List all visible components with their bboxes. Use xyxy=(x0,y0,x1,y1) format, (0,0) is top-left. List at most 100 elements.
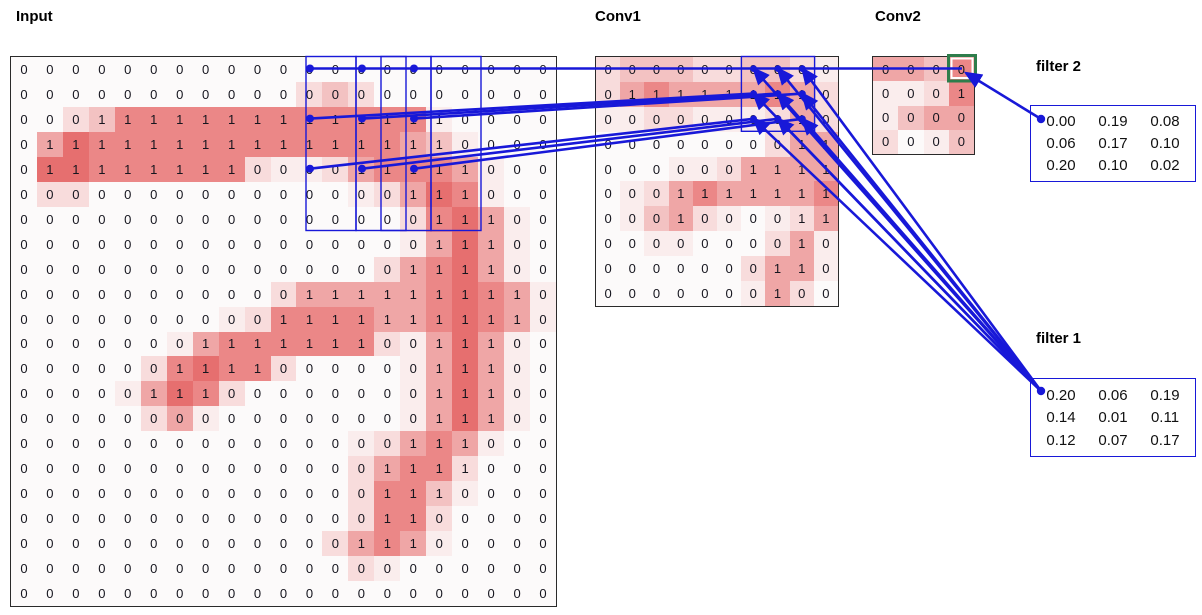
grid-cell: 0 xyxy=(813,106,838,132)
grid-cell: 1 xyxy=(478,306,505,332)
filter-value: 0.12 xyxy=(1046,431,1076,449)
grid-cell: 0 xyxy=(36,431,63,457)
grid-cell: 0 xyxy=(898,105,924,130)
grid-cell: 0 xyxy=(717,57,742,82)
filter-value: 0.02 xyxy=(1150,157,1180,174)
grid-cell: 0 xyxy=(62,57,89,82)
grid-cell: 1 xyxy=(426,431,453,457)
grid-cell: 1 xyxy=(374,156,401,182)
grid-cell: 0 xyxy=(36,581,63,606)
grid-cell: 0 xyxy=(620,156,645,182)
grid-cell: 0 xyxy=(530,156,556,182)
grid-cell: 0 xyxy=(270,57,297,82)
grid-cell: 0 xyxy=(296,57,323,82)
grid-cell: 1 xyxy=(296,281,323,307)
grid-cell: 0 xyxy=(166,306,193,332)
grid-cell: 0 xyxy=(114,456,141,482)
grid-cell: 0 xyxy=(400,81,427,107)
grid-cell: 0 xyxy=(140,256,167,282)
grid-cell: 0 xyxy=(322,231,349,257)
grid-cell: 0 xyxy=(504,356,531,382)
grid-cell: 0 xyxy=(322,456,349,482)
grid-cell: 0 xyxy=(644,156,669,182)
grid-cell: 0 xyxy=(530,131,556,157)
grid-cell: 1 xyxy=(192,381,219,407)
grid-cell: 0 xyxy=(400,406,427,432)
grid-cell: 0 xyxy=(62,106,89,132)
filter-value: 0.08 xyxy=(1150,113,1180,130)
grid-cell: 1 xyxy=(426,331,453,357)
grid-cell: 1 xyxy=(140,156,167,182)
grid-cell: 1 xyxy=(348,531,375,557)
grid-cell: 0 xyxy=(530,481,556,507)
grid-cell: 0 xyxy=(11,581,37,606)
grid-cell: 0 xyxy=(88,556,115,582)
grid-cell: 0 xyxy=(270,181,297,207)
grid-cell: 0 xyxy=(530,281,556,307)
filter-value: 0.17 xyxy=(1150,431,1180,449)
grid-cell: 0 xyxy=(374,206,401,232)
grid-cell: 0 xyxy=(62,481,89,507)
grid-cell: 0 xyxy=(114,181,141,207)
filter-value: 0.01 xyxy=(1098,409,1128,426)
grid-cell: 0 xyxy=(400,356,427,382)
grid-cell: 0 xyxy=(813,231,838,257)
grid-cell: 0 xyxy=(140,331,167,357)
grid-cell: 0 xyxy=(114,206,141,232)
grid-cell: 0 xyxy=(741,206,766,232)
grid-cell: 1 xyxy=(114,156,141,182)
grid-cell: 1 xyxy=(374,281,401,307)
grid-cell: 0 xyxy=(218,456,245,482)
grid-cell: 0 xyxy=(400,381,427,407)
grid-cell: 1 xyxy=(36,156,63,182)
grid-cell: 0 xyxy=(140,556,167,582)
grid-cell: 1 xyxy=(400,506,427,532)
input-title: Input xyxy=(16,8,53,25)
grid-cell: 0 xyxy=(717,106,742,132)
grid-cell: 1 xyxy=(244,106,271,132)
grid-cell: 1 xyxy=(813,156,838,182)
filter1-matrix: 0.20 0.06 0.19 0.14 0.01 0.11 0.12 0.07 0.17 xyxy=(1030,378,1196,457)
grid-cell: 1 xyxy=(322,131,349,157)
filter-value: 0.10 xyxy=(1150,135,1180,152)
conv1-title: Conv1 xyxy=(595,8,641,25)
grid-cell: 0 xyxy=(36,556,63,582)
grid-cell: 1 xyxy=(452,281,479,307)
grid-cell: 0 xyxy=(244,231,271,257)
filter-value: 0.06 xyxy=(1098,386,1128,404)
grid-cell: 0 xyxy=(88,581,115,606)
grid-cell: 0 xyxy=(644,106,669,132)
grid-cell: 0 xyxy=(741,281,766,306)
grid-cell: 1 xyxy=(765,156,790,182)
grid-cell: 0 xyxy=(348,81,375,107)
grid-cell: 1 xyxy=(789,106,814,132)
grid-cell: 0 xyxy=(192,57,219,82)
grid-cell: 1 xyxy=(348,306,375,332)
grid-cell: 0 xyxy=(478,181,505,207)
grid-cell: 0 xyxy=(166,256,193,282)
grid-cell: 0 xyxy=(644,131,669,157)
grid-cell: 0 xyxy=(192,531,219,557)
grid-cell: 0 xyxy=(741,256,766,282)
grid-cell: 0 xyxy=(948,105,974,130)
grid-cell: 1 xyxy=(88,131,115,157)
grid-cell: 0 xyxy=(322,81,349,107)
grid-cell: 0 xyxy=(36,206,63,232)
grid-cell: 0 xyxy=(692,156,717,182)
grid-cell: 1 xyxy=(348,156,375,182)
grid-cell: 0 xyxy=(62,406,89,432)
grid-cell: 0 xyxy=(374,256,401,282)
grid-cell: 0 xyxy=(741,131,766,157)
grid-cell: 0 xyxy=(88,231,115,257)
grid-cell: 0 xyxy=(11,531,37,557)
grid-cell: 0 xyxy=(36,331,63,357)
grid-cell: 0 xyxy=(88,331,115,357)
grid-cell: 0 xyxy=(400,206,427,232)
grid-cell: 0 xyxy=(348,506,375,532)
grid-cell: 0 xyxy=(504,256,531,282)
grid-cell: 0 xyxy=(11,306,37,332)
grid-cell: 0 xyxy=(62,581,89,606)
grid-cell: 0 xyxy=(504,481,531,507)
